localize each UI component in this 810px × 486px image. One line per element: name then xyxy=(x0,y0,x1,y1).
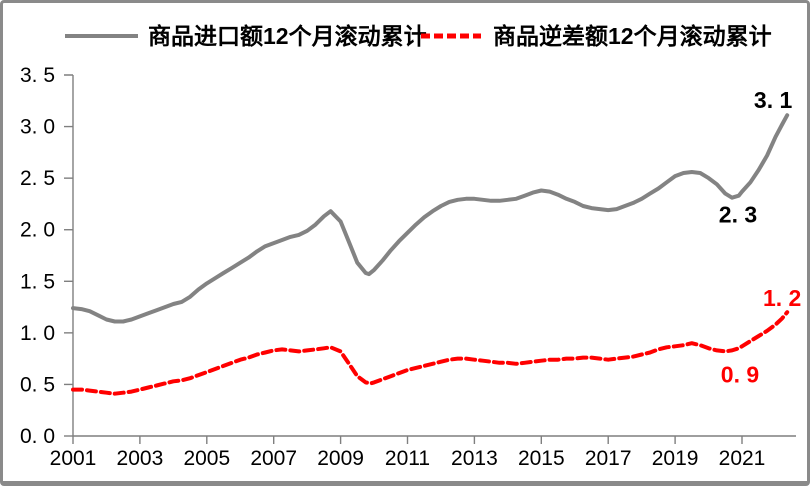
y-tick-label: 1. 5 xyxy=(20,270,55,293)
annotations: 3. 1 2. 3 1. 2 0. 9 xyxy=(719,87,802,387)
legend-imports-label: 商品进口额12个月滚动累计 xyxy=(148,23,427,49)
x-tick-label: 2003 xyxy=(117,447,164,470)
series-line-deficit xyxy=(71,310,790,396)
x-tick-label: 2001 xyxy=(50,447,97,470)
legend: 商品进口额12个月滚动累计 商品逆差额12个月滚动累计 xyxy=(65,23,772,49)
y-tick-label: 2. 0 xyxy=(20,219,55,242)
series-imports xyxy=(71,113,790,324)
legend-deficit-label: 商品逆差额12个月滚动累计 xyxy=(493,23,772,49)
y-tick-label: 0. 0 xyxy=(20,425,55,448)
data-label: 3. 1 xyxy=(754,87,793,113)
data-label: 1. 2 xyxy=(763,285,801,311)
y-tick-label: 1. 0 xyxy=(20,322,55,345)
x-tick-label: 2021 xyxy=(719,447,766,470)
x-tick-label: 2015 xyxy=(518,447,565,470)
x-axis: 2001 2003 2005 2007 2009 2011 2013 2015 2017 2019… xyxy=(50,435,796,470)
y-tick-label: 3. 0 xyxy=(20,116,55,139)
x-tick-label: 2007 xyxy=(250,447,297,470)
x-tick-label: 2019 xyxy=(652,447,699,470)
y-tick-label: 3. 5 xyxy=(20,64,55,87)
x-tick-label: 2013 xyxy=(451,447,498,470)
line-chart: 商品进口额12个月滚动累计 商品逆差额12个月滚动累计 0. 0 0. 5 1. 0… xyxy=(20,23,802,470)
y-tick-label: 2. 5 xyxy=(20,167,55,190)
data-label: 0. 9 xyxy=(721,361,759,387)
x-tick-label: 2005 xyxy=(183,447,230,470)
data-label: 2. 3 xyxy=(719,202,757,228)
x-tick-label: 2011 xyxy=(385,447,430,470)
series-line-imports xyxy=(71,113,790,324)
x-tick-label: 2009 xyxy=(317,447,364,470)
y-axis: 0. 0 0. 5 1. 0 1. 5 2. 0 2. 5 3. 0 3. 5 xyxy=(20,64,74,448)
y-tick-label: 0. 5 xyxy=(20,373,55,396)
x-tick-label: 2017 xyxy=(585,447,632,470)
series-deficit xyxy=(71,310,790,396)
